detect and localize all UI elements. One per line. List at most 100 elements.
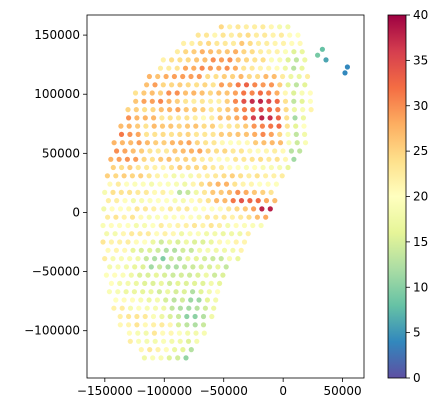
data-point xyxy=(259,115,265,121)
data-point xyxy=(157,181,163,187)
data-point xyxy=(289,40,295,47)
data-point xyxy=(104,173,110,179)
data-point xyxy=(188,148,195,154)
data-point xyxy=(213,148,220,154)
data-point xyxy=(177,131,183,137)
data-point xyxy=(168,189,174,195)
data-point xyxy=(196,297,202,303)
data-point xyxy=(183,222,189,229)
data-point xyxy=(113,297,119,303)
data-point xyxy=(137,231,143,237)
data-point xyxy=(260,189,266,195)
data-point xyxy=(241,49,247,55)
data-point xyxy=(202,131,208,137)
data-point xyxy=(138,173,144,179)
data-point xyxy=(174,65,180,71)
data-point xyxy=(168,131,175,137)
data-point xyxy=(167,322,173,328)
data-point xyxy=(218,82,225,88)
data-point xyxy=(195,272,201,278)
data-point xyxy=(186,305,192,311)
data-point xyxy=(246,73,252,80)
data-point xyxy=(254,214,260,220)
data-point xyxy=(180,247,186,253)
data-point xyxy=(267,115,273,121)
data-point xyxy=(238,198,245,204)
data-point xyxy=(201,206,207,212)
data-point xyxy=(285,131,291,137)
data-point xyxy=(209,313,215,320)
data-point xyxy=(238,148,244,154)
data-point xyxy=(132,181,138,187)
data-point xyxy=(140,289,146,295)
data-point xyxy=(109,206,115,212)
data-point xyxy=(307,90,313,96)
data-point xyxy=(127,131,133,137)
data-point xyxy=(172,347,178,353)
data-point xyxy=(146,214,152,220)
data-point xyxy=(115,289,121,295)
data-point xyxy=(220,32,226,38)
data-point xyxy=(216,90,222,96)
data-point xyxy=(263,198,270,204)
data-point xyxy=(271,173,277,179)
data-point xyxy=(187,231,193,237)
data-point xyxy=(138,214,144,220)
data-point xyxy=(238,247,244,253)
data-point xyxy=(302,82,308,88)
data-point xyxy=(226,189,233,195)
data-point xyxy=(217,115,223,121)
data-point xyxy=(241,239,248,245)
data-point xyxy=(135,256,141,262)
data-point xyxy=(208,98,214,104)
x-tick-label: 0 xyxy=(279,384,287,398)
data-point xyxy=(240,181,246,187)
data-point xyxy=(144,305,150,311)
data-point xyxy=(213,73,219,80)
data-point xyxy=(225,239,231,245)
data-point xyxy=(121,214,127,220)
y-axis: −100000 −50000 0 50000 100000 150000 xyxy=(24,28,87,338)
data-point xyxy=(144,338,150,344)
data-point xyxy=(247,198,253,204)
plot-frame xyxy=(86,14,365,379)
data-point xyxy=(284,123,290,129)
data-point xyxy=(181,289,187,295)
data-point xyxy=(166,65,172,71)
data-point xyxy=(174,98,180,104)
data-point xyxy=(251,123,257,129)
data-point xyxy=(268,82,275,88)
data-point xyxy=(266,156,272,162)
data-point xyxy=(230,73,236,80)
data-point xyxy=(171,214,177,220)
data-point xyxy=(203,272,209,278)
data-point xyxy=(199,49,205,55)
data-point xyxy=(204,173,210,179)
data-point xyxy=(213,297,219,303)
data-point xyxy=(134,206,140,212)
data-point xyxy=(188,214,194,220)
data-point xyxy=(115,264,121,270)
data-point xyxy=(319,46,325,52)
data-point xyxy=(260,82,266,88)
data-point xyxy=(282,98,289,104)
data-point xyxy=(243,123,249,129)
data-point xyxy=(344,64,350,70)
data-point xyxy=(270,32,276,38)
data-point xyxy=(169,82,175,88)
data-point xyxy=(117,313,123,320)
data-point xyxy=(236,140,242,146)
data-point xyxy=(202,164,208,171)
data-point xyxy=(251,189,257,195)
data-point xyxy=(160,82,166,88)
data-point xyxy=(135,330,141,336)
data-point xyxy=(285,82,291,88)
x-tick-label: −100000 xyxy=(136,384,192,398)
colorbar-axis: 0 5 10 15 20 25 30 35 40 xyxy=(406,8,428,385)
data-point xyxy=(132,90,139,96)
data-point xyxy=(259,123,265,129)
data-point xyxy=(218,24,224,30)
data-point xyxy=(293,57,299,63)
data-point xyxy=(142,222,148,229)
data-point xyxy=(255,73,261,80)
